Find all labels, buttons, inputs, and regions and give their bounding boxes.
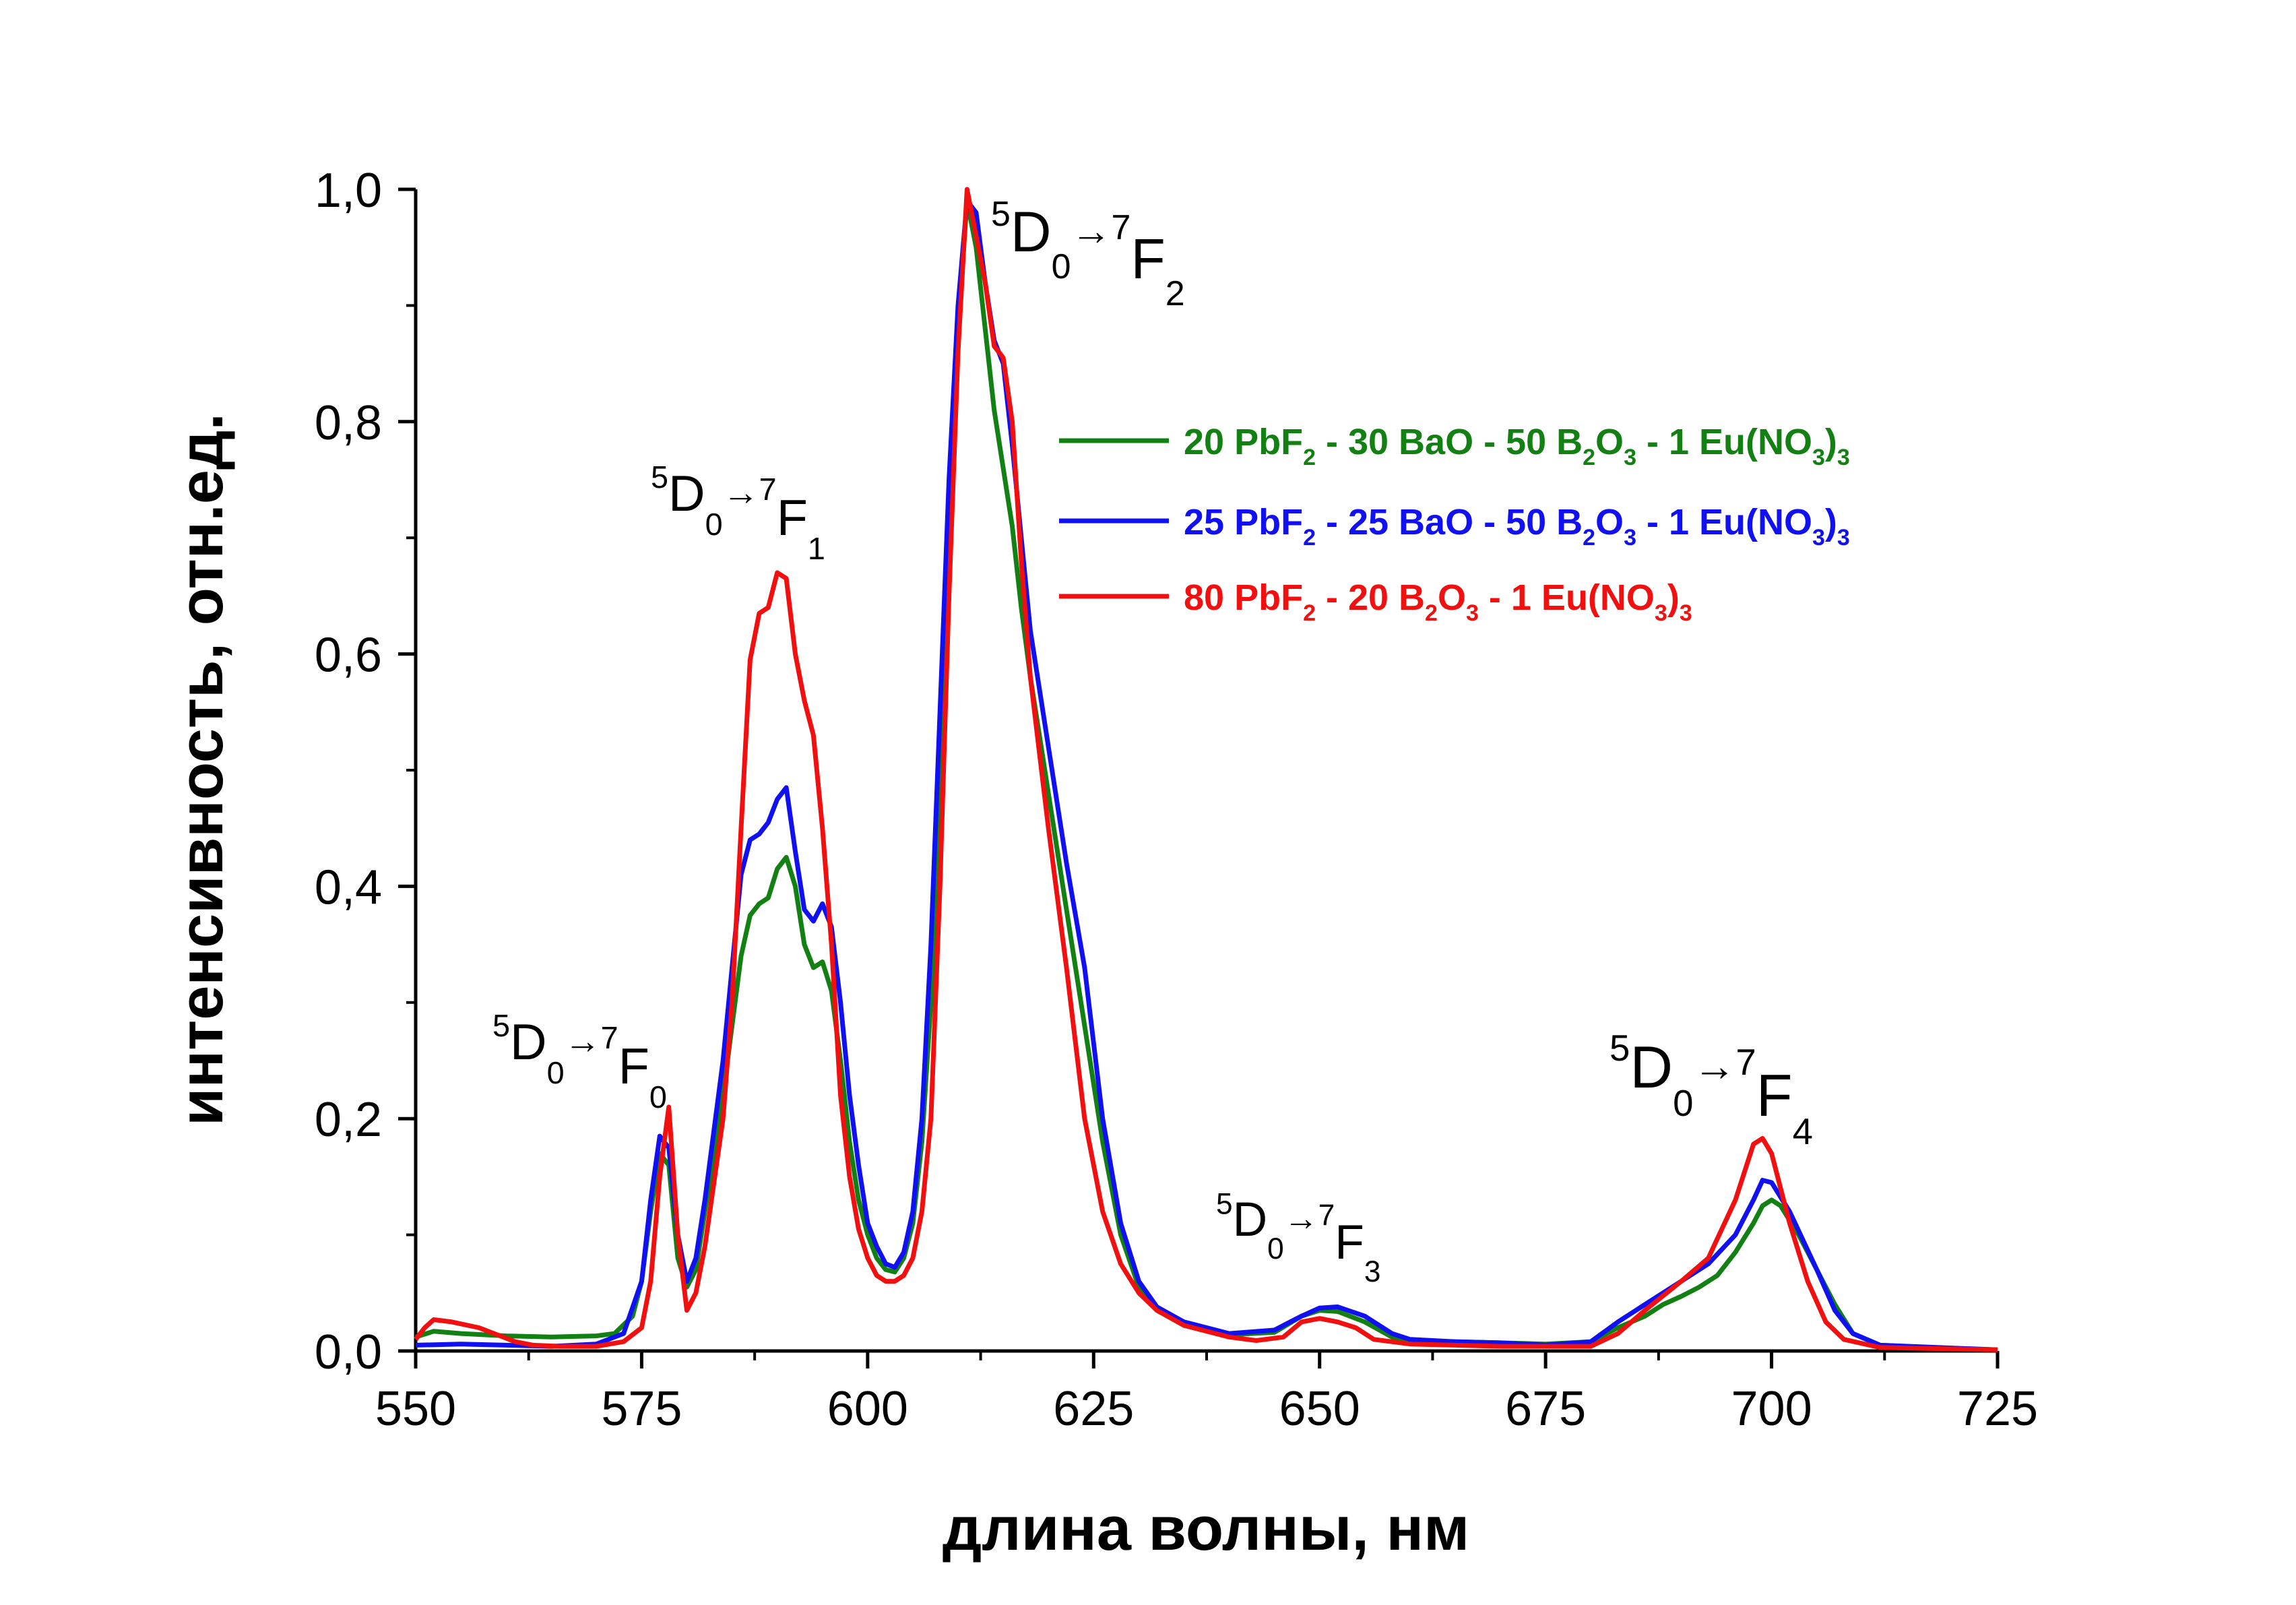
legend: 20 PbF2 - 30 BaO - 50 B2O3 - 1 Eu(NO3)3 2… [1059,422,1850,626]
annotations: 5D0→7F2 5D0→7F1 5D0→7F0 5D0→7F3 5D0→7F4 [492,195,1813,1288]
y-axis-title: интенсивность, отн.ед. [167,413,236,1126]
annotation-f0: 5D0→7F0 [492,1008,667,1114]
transition-label: 5D0→7F0 [492,1008,667,1114]
x-tick-label: 625 [1053,1382,1134,1436]
axes: 550 575 600 625 650 675 700 725 0,0 0,2 0,4 0,6 0,8 1… [315,164,2038,1436]
transition-label: 5D0→7F2 [991,195,1185,313]
y-tick-label: 0,2 [315,1093,382,1147]
x-tick-label: 725 [1957,1382,2038,1436]
y-tick-label: 0,8 [315,396,382,450]
transition-label: 5D0→7F1 [651,460,825,566]
annotation-f2: 5D0→7F2 [991,195,1185,313]
legend-label-1: 20 PbF2 - 30 BaO - 50 B2O3 - 1 Eu(NO3)3 [1184,422,1850,470]
transition-label: 5D0→7F3 [1216,1188,1380,1288]
series-group [414,187,1998,1352]
x-tick-label: 650 [1279,1382,1360,1436]
x-tick-label: 550 [375,1382,456,1436]
legend-label-2: 25 PbF2 - 25 BaO - 50 B2O3 - 1 Eu(NO3)3 [1184,502,1850,550]
transition-label: 5D0→7F4 [1609,1028,1813,1152]
y-tick-label: 0,0 [315,1325,382,1379]
x-tick-label: 675 [1505,1382,1586,1436]
annotation-f1: 5D0→7F1 [651,460,825,566]
x-axis-title: длина волны, нм [943,1494,1469,1563]
y-tick-label: 1,0 [315,164,382,218]
series-line-2 [415,198,1998,1352]
x-tick-label: 575 [601,1382,682,1436]
series-line-3 [414,187,1998,1352]
y-tick-label: 0,4 [315,860,382,914]
x-tick-label: 700 [1731,1382,1812,1436]
annotation-f3: 5D0→7F3 [1216,1188,1380,1288]
x-tick-label: 600 [827,1382,908,1436]
y-tick-label: 0,6 [315,629,382,683]
annotation-f4: 5D0→7F4 [1609,1028,1813,1152]
legend-label-3: 80 PbF2 - 20 B2O3 - 1 Eu(NO3)3 [1184,577,1692,626]
